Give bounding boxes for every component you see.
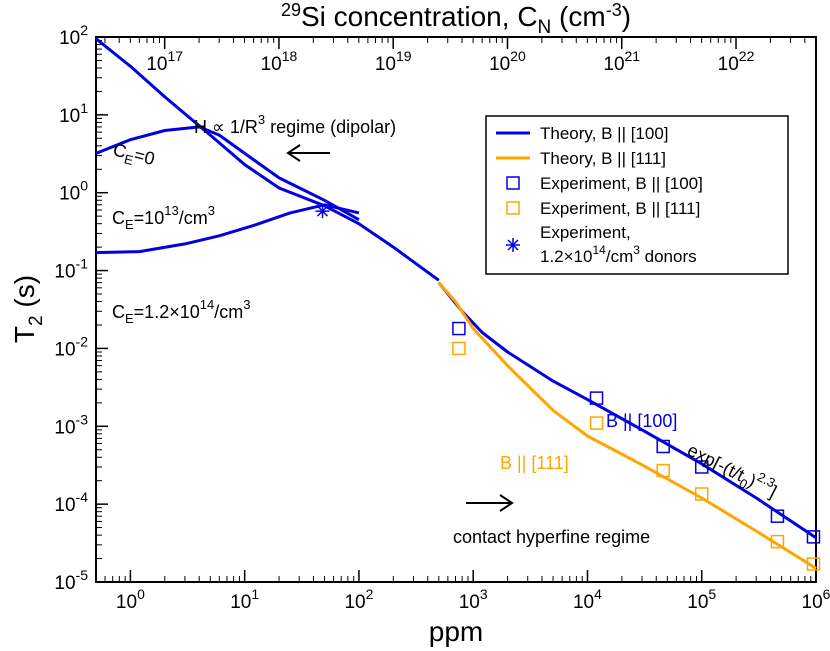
legend-label-exp-100: Experiment, B || [100] xyxy=(540,174,703,193)
legend-label-exp-111: Experiment, B || [111] xyxy=(540,199,700,218)
arrow-right xyxy=(466,494,514,512)
x-tick-label: 104 xyxy=(573,586,602,613)
series-line-0-3 xyxy=(437,281,817,540)
x-tick-label: 106 xyxy=(802,586,830,613)
x-tick-label: 100 xyxy=(116,586,145,613)
legend-box xyxy=(485,115,789,275)
data-point-square xyxy=(694,487,709,501)
series-line-0-1 xyxy=(95,125,360,222)
legend-label-exp-donors: Experiment, xyxy=(540,223,631,242)
x-tick-label: 105 xyxy=(687,586,716,613)
x-tick-label: 103 xyxy=(459,586,488,613)
plot-frame xyxy=(95,36,817,583)
top-tick-label: 1022 xyxy=(718,48,755,75)
data-point-square xyxy=(806,530,821,544)
top-tick-label: 1020 xyxy=(489,48,526,75)
arrow-left xyxy=(286,144,330,162)
top-tick-label: 1021 xyxy=(603,48,640,75)
annotation-b100: B || [100] xyxy=(606,411,677,431)
series-line-0-2 xyxy=(95,203,360,255)
annotation-ce0: CE=0 xyxy=(110,139,157,172)
data-point-square xyxy=(770,509,785,523)
data-point-square xyxy=(589,416,604,430)
y-tick-label: 10-5 xyxy=(54,567,88,594)
y-tick-label: 10-1 xyxy=(54,256,88,283)
x-tick-label: 102 xyxy=(344,586,373,613)
data-point-square xyxy=(452,341,466,356)
series-line-0-0 xyxy=(95,37,440,282)
top-tick-label: 1019 xyxy=(375,48,412,75)
legend: Theory, B || [100] Theory, B || [111] Ex… xyxy=(485,115,789,275)
annotation-b111: B || [111] xyxy=(500,453,569,473)
y-axis-title: T2 (s) xyxy=(9,275,47,343)
annotation-contact: contact hyperfine regime xyxy=(453,527,650,547)
data-point-square xyxy=(589,391,604,405)
top-tick-labels: 1017 1018 1019 1020 1021 1022 xyxy=(146,48,754,75)
y-tick-label: 10-4 xyxy=(54,489,88,516)
top-tick-label: 1017 xyxy=(146,48,183,75)
annotation-ce14: CE=1.2×1014/cm3 xyxy=(112,297,250,326)
series-layer xyxy=(95,37,821,571)
data-point-square xyxy=(656,439,670,454)
y-tick-label: 10-2 xyxy=(54,333,88,360)
x-axis-title: ppm xyxy=(429,616,483,647)
annotation-dipolar: H ∝ 1/R3 regime (dipolar) xyxy=(194,112,396,137)
y-tick-label: 10-3 xyxy=(54,411,88,438)
y-tick-labels: 102 101 100 10-1 10-2 10-3 10-4 10-5 xyxy=(54,22,88,594)
data-point-square xyxy=(694,460,709,474)
legend-swatch-exp-donors xyxy=(506,238,520,252)
top-tick-label: 1018 xyxy=(261,48,298,75)
y-tick-label: 102 xyxy=(59,22,88,49)
top-axis-title: 29Si concentration, CN (cm-3) xyxy=(281,0,631,38)
x-tick-label: 101 xyxy=(230,586,259,613)
data-point-square xyxy=(770,534,785,549)
data-point-star xyxy=(315,204,330,219)
y-tick-label: 101 xyxy=(59,100,88,127)
legend-label-theory-100: Theory, B || [100] xyxy=(540,124,669,143)
data-point-square xyxy=(452,321,466,336)
annotation-ce13: CE=1013/cm3 xyxy=(112,203,215,232)
legend-swatch-exp-100 xyxy=(506,176,520,190)
legend-label-exp-donors-line2: 1.2×1014/cm3 donors xyxy=(540,243,697,266)
legend-swatch-exp-111 xyxy=(506,201,520,215)
legend-label-theory-111: Theory, B || [111] xyxy=(540,149,666,168)
x-tick-labels: 100 101 102 103 104 105 106 xyxy=(116,586,830,613)
series-line-1-0 xyxy=(437,281,817,570)
data-point-square xyxy=(656,463,670,478)
y-tick-label: 100 xyxy=(59,178,88,205)
data-point-square xyxy=(806,557,821,571)
